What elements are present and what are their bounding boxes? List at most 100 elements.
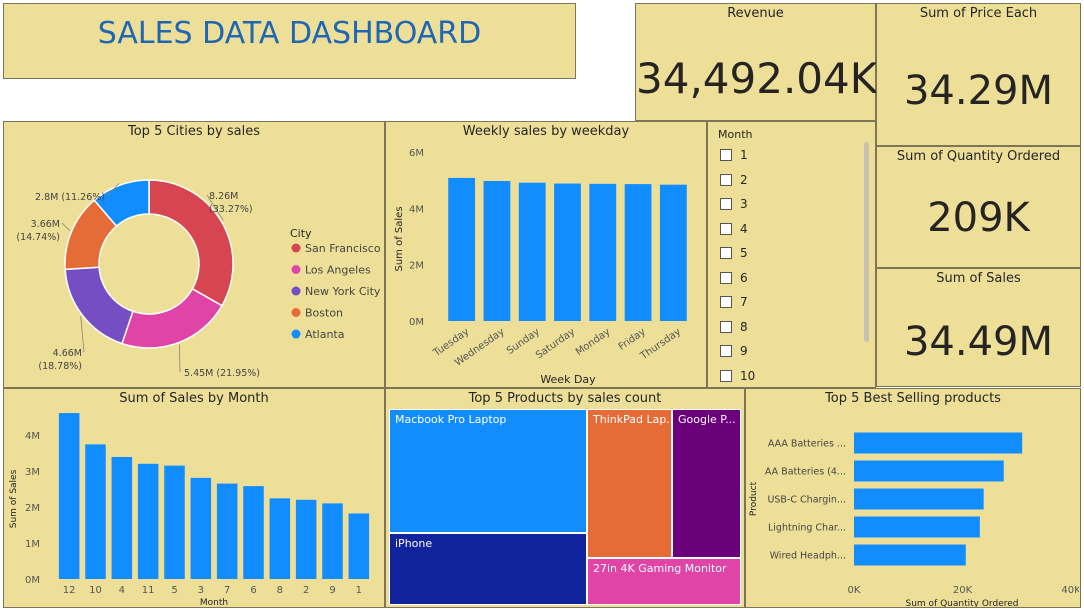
treemap-label: Macbook Pro Laptop: [395, 413, 507, 426]
bar: [269, 498, 291, 579]
checkbox[interactable]: [720, 369, 732, 382]
checkbox[interactable]: [720, 149, 732, 161]
bar: [624, 184, 652, 321]
legend-item: Los Angeles: [305, 264, 371, 277]
slicer-option-label: 10: [740, 368, 756, 383]
slicer-option[interactable]: 8: [720, 316, 748, 338]
y-tick-label: 2M: [409, 261, 424, 272]
bar: [854, 516, 980, 538]
x-axis-title: Month: [200, 598, 228, 607]
sales-label: Sum of Sales: [936, 271, 1021, 286]
treemap-cell-google-phone[interactable]: Google P...: [672, 409, 741, 558]
checkbox[interactable]: [720, 222, 732, 235]
x-tick-label: 2: [303, 585, 309, 596]
slicer-option[interactable]: 3: [720, 193, 748, 215]
revenue-card: Revenue 34,492.04K: [635, 3, 878, 121]
quantity-label: Sum of Quantity Ordered: [896, 149, 1061, 164]
checkbox[interactable]: [720, 320, 732, 333]
x-tick-label: 12: [63, 585, 76, 596]
checkbox[interactable]: [720, 173, 732, 186]
slicer-option[interactable]: 2: [720, 169, 748, 191]
y-axis-title: Sum of Sales: [394, 206, 405, 271]
y-tick-label: 0M: [409, 317, 424, 328]
slicer-option-label: 1: [740, 148, 748, 162]
treemap-label: ThinkPad Lap...: [593, 413, 672, 426]
slicer-option[interactable]: 5: [720, 242, 748, 264]
bar: [854, 432, 1023, 454]
slicer-option[interactable]: 1: [720, 144, 748, 166]
donut-data-label-pct: (18.78%): [38, 361, 82, 372]
bar: [348, 513, 370, 579]
treemap-cell-iphone[interactable]: iPhone: [389, 533, 587, 605]
best-selling-bar-chart: AAA Batteries ... AA Batteries (4... USB-C…: [749, 432, 1079, 607]
bar: [589, 183, 617, 321]
bar: [659, 184, 687, 321]
slicer-option[interactable]: 10: [720, 365, 755, 387]
slicer-option[interactable]: 6: [720, 267, 748, 289]
y-tick-label: Wired Headph...: [770, 551, 846, 562]
title-tile: SALES DATA DASHBOARD: [3, 3, 576, 79]
checkbox[interactable]: [720, 271, 732, 284]
y-tick-label: AA Batteries (4...: [765, 467, 846, 478]
revenue-label: Revenue: [727, 6, 784, 21]
y-axis-title: Sum of Sales: [9, 469, 19, 528]
donut-slice: [121, 287, 223, 349]
best-selling-chart-tile: Top 5 Best Selling products AAA Batterie…: [745, 388, 1081, 608]
bar: [85, 444, 106, 579]
bar: [854, 488, 984, 510]
donut-data-label-pct: (33.27%): [209, 204, 253, 215]
cities-chart-title: Top 5 Cities by sales: [128, 124, 260, 139]
weekday-chart-tile: Weekly sales by weekday 0M 2M 4M 6M Tuesday W…: [385, 121, 707, 388]
donut-data-label: 5.45M (21.95%): [184, 368, 260, 379]
y-tick-label: AAA Batteries ...: [768, 439, 846, 450]
products-treemap-tile: Top 5 Products by sales count Macbook Pr…: [385, 388, 745, 608]
products-treemap-title: Top 5 Products by sales count: [468, 391, 662, 406]
month-chart-title: Sum of Sales by Month: [119, 391, 269, 406]
x-tick-label: Monday: [574, 326, 613, 358]
donut-data-label: 2.8M (11.26%): [35, 192, 105, 203]
legend-title: City: [290, 227, 312, 240]
slicer-option[interactable]: 7: [720, 291, 748, 313]
slicer-option-label: 6: [740, 270, 748, 285]
bar: [483, 181, 511, 321]
treemap-cell-thinkpad[interactable]: ThinkPad Lap...: [587, 409, 672, 558]
x-tick-label: 5: [171, 585, 177, 596]
price-each-value: 34.29M: [903, 68, 1054, 114]
leader-line: [80, 316, 85, 353]
treemap-label: iPhone: [395, 537, 433, 550]
x-tick-label: 10: [89, 585, 102, 596]
donut-slice: [64, 266, 134, 345]
month-bar-chart: 0M 1M 2M 3M 4M 12 10 4 11 5 3 7 6 8 2 9 1 Month Sum of Sal…: [9, 413, 370, 607]
x-tick-label: 1: [356, 585, 362, 596]
slicer-scrollbar[interactable]: [864, 142, 869, 342]
x-tick-label: 8: [277, 585, 283, 596]
treemap-label: Google P...: [678, 413, 736, 426]
weekday-bar-chart: 0M2M4M6MTuesdayWednesdaySundaySaturdayMo…: [394, 148, 687, 386]
revenue-value: 34,492.04K: [636, 54, 878, 103]
legend-item: San Francisco: [305, 242, 381, 255]
slicer-option-label: 4: [740, 221, 748, 236]
slicer-option[interactable]: 9: [720, 340, 748, 362]
bar: [243, 486, 264, 579]
checkbox[interactable]: [720, 296, 732, 308]
leader-line: [106, 183, 120, 197]
legend-marker: [291, 286, 301, 296]
x-axis-title: Week Day: [540, 373, 596, 386]
x-tick-label: Saturday: [534, 326, 577, 361]
bar: [854, 460, 1004, 482]
treemap-cell-macbook[interactable]: Macbook Pro Laptop: [389, 409, 587, 533]
treemap-label: 27in 4K Gaming Monitor: [593, 562, 727, 575]
checkbox[interactable]: [720, 247, 732, 259]
bar: [190, 477, 212, 579]
treemap: Macbook Pro Laptop iPhone ThinkPad Lap..…: [389, 409, 741, 605]
slicer-option[interactable]: 4: [720, 218, 748, 240]
x-tick-label: 20K: [953, 585, 973, 596]
best-selling-chart-title: Top 5 Best Selling products: [825, 391, 1001, 406]
y-tick-label: 4M: [25, 431, 40, 442]
checkbox[interactable]: [720, 198, 732, 210]
slicer-option-label: 7: [740, 295, 748, 309]
bar: [164, 465, 185, 579]
x-tick-label: 6: [250, 585, 256, 596]
treemap-cell-gaming-monitor[interactable]: 27in 4K Gaming Monitor: [587, 558, 741, 605]
checkbox[interactable]: [720, 345, 732, 357]
